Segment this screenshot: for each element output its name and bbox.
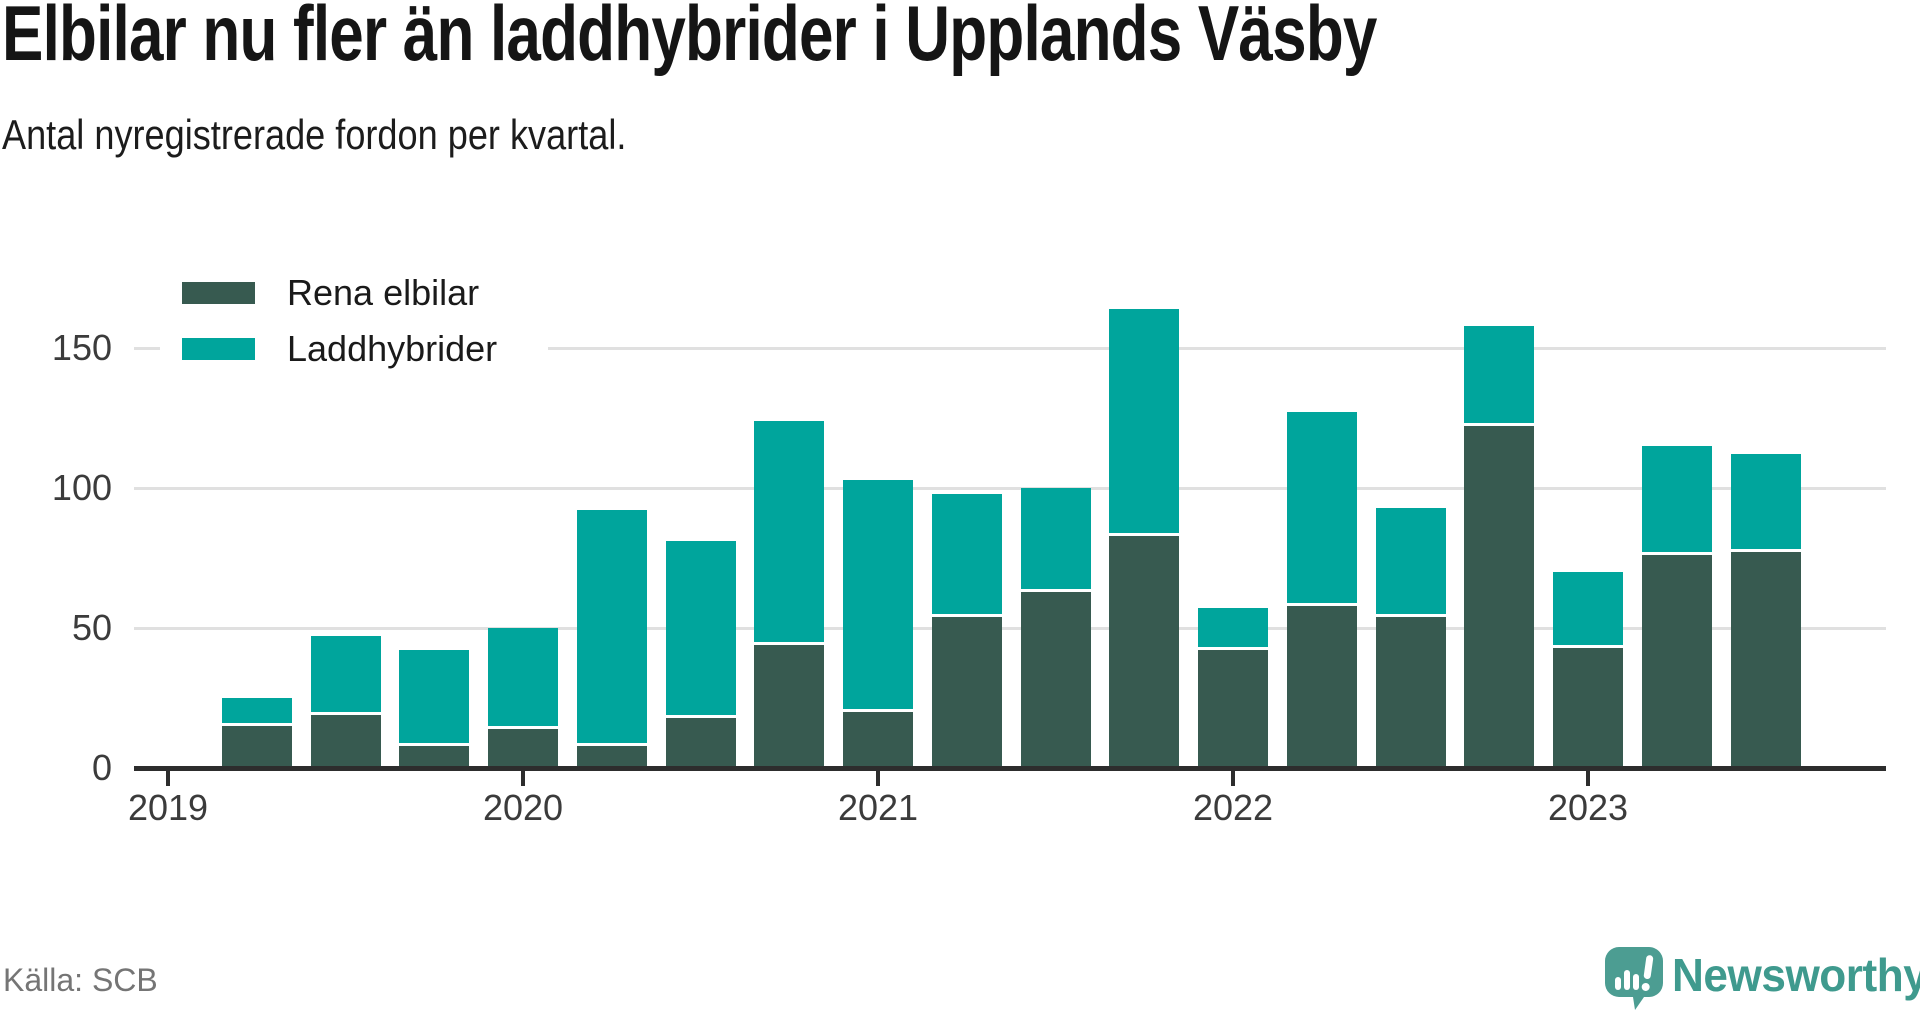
brand-logo: Newsworthy bbox=[1604, 946, 1920, 1010]
y-tick-label-50: 50 bbox=[71, 607, 112, 648]
y-tick-label-150: 150 bbox=[51, 327, 112, 368]
y-tick-label-0: 0 bbox=[91, 747, 112, 788]
bar-elbilar-2020-K4 bbox=[754, 644, 825, 768]
legend-swatch-laddhybrider bbox=[182, 338, 255, 360]
bar-laddhybrider-2022-K1 bbox=[1198, 608, 1268, 648]
bar-laddhybrider-2020-K2 bbox=[576, 510, 647, 743]
x-tick-label-2022: 2022 bbox=[1192, 787, 1274, 828]
bar-laddhybrider-2019-K2 bbox=[221, 698, 292, 723]
bar-elbilar-2023-K2 bbox=[1641, 555, 1712, 768]
bar-laddhybrider-2020-K4 bbox=[754, 420, 825, 642]
bar-elbilar-2022-K1 bbox=[1198, 650, 1268, 768]
x-tick-2021 bbox=[876, 771, 880, 786]
bar-laddhybrider-2020-K3 bbox=[665, 541, 736, 715]
bar-laddhybrider-2020-K1 bbox=[488, 628, 558, 726]
bar-laddhybrider-2021-K1 bbox=[843, 479, 913, 709]
x-tick-2022 bbox=[1231, 771, 1235, 786]
gridline-150 bbox=[134, 346, 1886, 350]
bar-laddhybrider-2023-K1 bbox=[1553, 572, 1623, 645]
chart-title: Elbilar nu fler än laddhybrider i Upplan… bbox=[2, 0, 1377, 77]
x-tick-label-2019: 2019 bbox=[127, 787, 209, 828]
bar-elbilar-2023-K1 bbox=[1553, 647, 1623, 768]
bar-elbilar-2023-K3 bbox=[1730, 552, 1801, 768]
x-tick-label-2021: 2021 bbox=[837, 787, 919, 828]
source-note: Källa: SCB bbox=[3, 962, 158, 998]
x-tick-2019 bbox=[166, 771, 170, 786]
bar-laddhybrider-2022-K4 bbox=[1464, 325, 1535, 424]
bar-elbilar-2021-K1 bbox=[843, 712, 913, 768]
bar-laddhybrider-2019-K4 bbox=[399, 650, 470, 743]
bar-laddhybrider-2021-K3 bbox=[1020, 488, 1091, 589]
brand-name: Newsworthy bbox=[1672, 949, 1920, 1001]
bar-elbilar-2020-K2 bbox=[576, 745, 647, 768]
gridline-50 bbox=[134, 626, 1886, 630]
y-tick-label-100: 100 bbox=[51, 467, 112, 508]
legend-swatch-elbilar bbox=[182, 282, 255, 304]
newsworthy-speech-bubble-chart-icon bbox=[1605, 947, 1663, 1010]
x-tick-label-2020: 2020 bbox=[482, 787, 564, 828]
bar-elbilar-2019-K3 bbox=[310, 714, 381, 768]
bar-elbilar-2022-K4 bbox=[1464, 426, 1535, 768]
bar-laddhybrider-2022-K3 bbox=[1375, 507, 1446, 614]
bar-elbilar-2022-K3 bbox=[1375, 616, 1446, 768]
bar-laddhybrider-2021-K4 bbox=[1109, 308, 1180, 533]
legend-label-elbilar: Rena elbilar bbox=[287, 272, 480, 313]
bar-elbilar-2020-K3 bbox=[665, 717, 736, 768]
bar-laddhybrider-2021-K2 bbox=[931, 493, 1002, 614]
bar-elbilar-2021-K4 bbox=[1109, 535, 1180, 768]
legend: Rena elbilar Laddhybrider bbox=[160, 262, 548, 376]
x-tick-2023 bbox=[1586, 771, 1590, 786]
bar-laddhybrider-2019-K3 bbox=[310, 636, 381, 712]
bar-elbilar-2019-K2 bbox=[221, 726, 292, 768]
bar-elbilar-2021-K3 bbox=[1020, 591, 1091, 768]
legend-label-laddhybrider: Laddhybrider bbox=[287, 328, 498, 369]
bar-laddhybrider-2023-K2 bbox=[1641, 446, 1712, 553]
bar-laddhybrider-2023-K3 bbox=[1730, 454, 1801, 550]
bar-elbilar-2022-K2 bbox=[1286, 605, 1357, 768]
bar-laddhybrider-2022-K2 bbox=[1286, 412, 1357, 603]
chart-subtitle: Antal nyregistrerade fordon per kvartal. bbox=[2, 111, 627, 158]
bar-elbilar-2019-K4 bbox=[399, 745, 470, 768]
x-axis-line bbox=[134, 766, 1886, 771]
x-tick-label-2023: 2023 bbox=[1547, 787, 1629, 828]
gridline-100 bbox=[134, 486, 1886, 490]
x-tick-2020 bbox=[521, 771, 525, 786]
bar-elbilar-2021-K2 bbox=[931, 616, 1002, 768]
bar-elbilar-2020-K1 bbox=[488, 728, 558, 768]
